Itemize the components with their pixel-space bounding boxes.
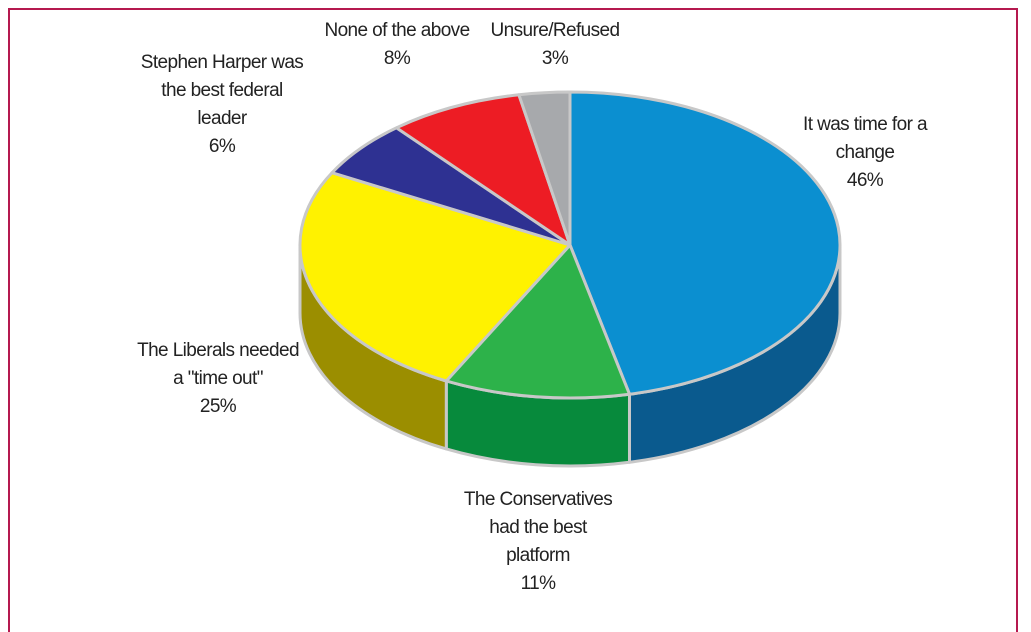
slice-category-label: change — [836, 142, 895, 163]
label-the-conservatives: The Conservatives had the best platform 11% — [464, 489, 613, 594]
slice-value-label: 8% — [384, 48, 411, 69]
slice-category-label: None of the above — [324, 20, 469, 41]
pie-tops — [298, 90, 842, 400]
label-unsure-refused: Unsure/Refused 3% — [491, 20, 621, 69]
label-the-liberals-needed: The Liberals needed a "time out" 25% — [137, 340, 299, 417]
slice-value-label: 3% — [542, 48, 569, 69]
slice-category-label: had the best — [489, 517, 588, 538]
slice-category-label: leader — [197, 108, 247, 129]
slice-category-label: Unsure/Refused — [491, 20, 620, 41]
slice-value-label: 11% — [521, 573, 557, 594]
slice-category-label: The Conservatives — [464, 489, 612, 510]
slice-value-label: 46% — [847, 170, 884, 191]
pie-slice-the-conservatives — [444, 243, 631, 400]
label-it-was-time-for-a: It was time for a change 46% — [803, 114, 929, 191]
slice-category-label: The Liberals needed — [137, 340, 299, 361]
pie-slice-unsure-refused — [517, 90, 572, 247]
pie-slice-none-of-the-above — [394, 93, 572, 247]
slice-category-label: a "time out" — [173, 368, 263, 389]
pie-slice-it-was-time-for-a — [568, 90, 842, 396]
slice-category-label: platform — [506, 545, 570, 566]
label-none-of-the-above: None of the above 8% — [324, 20, 470, 69]
pie-labels: It was time for a change 46% The Conservati… — [137, 20, 928, 594]
slice-value-label: 6% — [209, 136, 236, 157]
slice-category-label: It was time for a — [803, 114, 928, 135]
label-stephen-harper-was: Stephen Harper was the best federal leader… — [141, 52, 304, 157]
slice-value-label: 25% — [200, 396, 237, 417]
slice-category-label: Stephen Harper was — [141, 52, 304, 73]
slice-category-label: the best federal — [161, 80, 282, 101]
